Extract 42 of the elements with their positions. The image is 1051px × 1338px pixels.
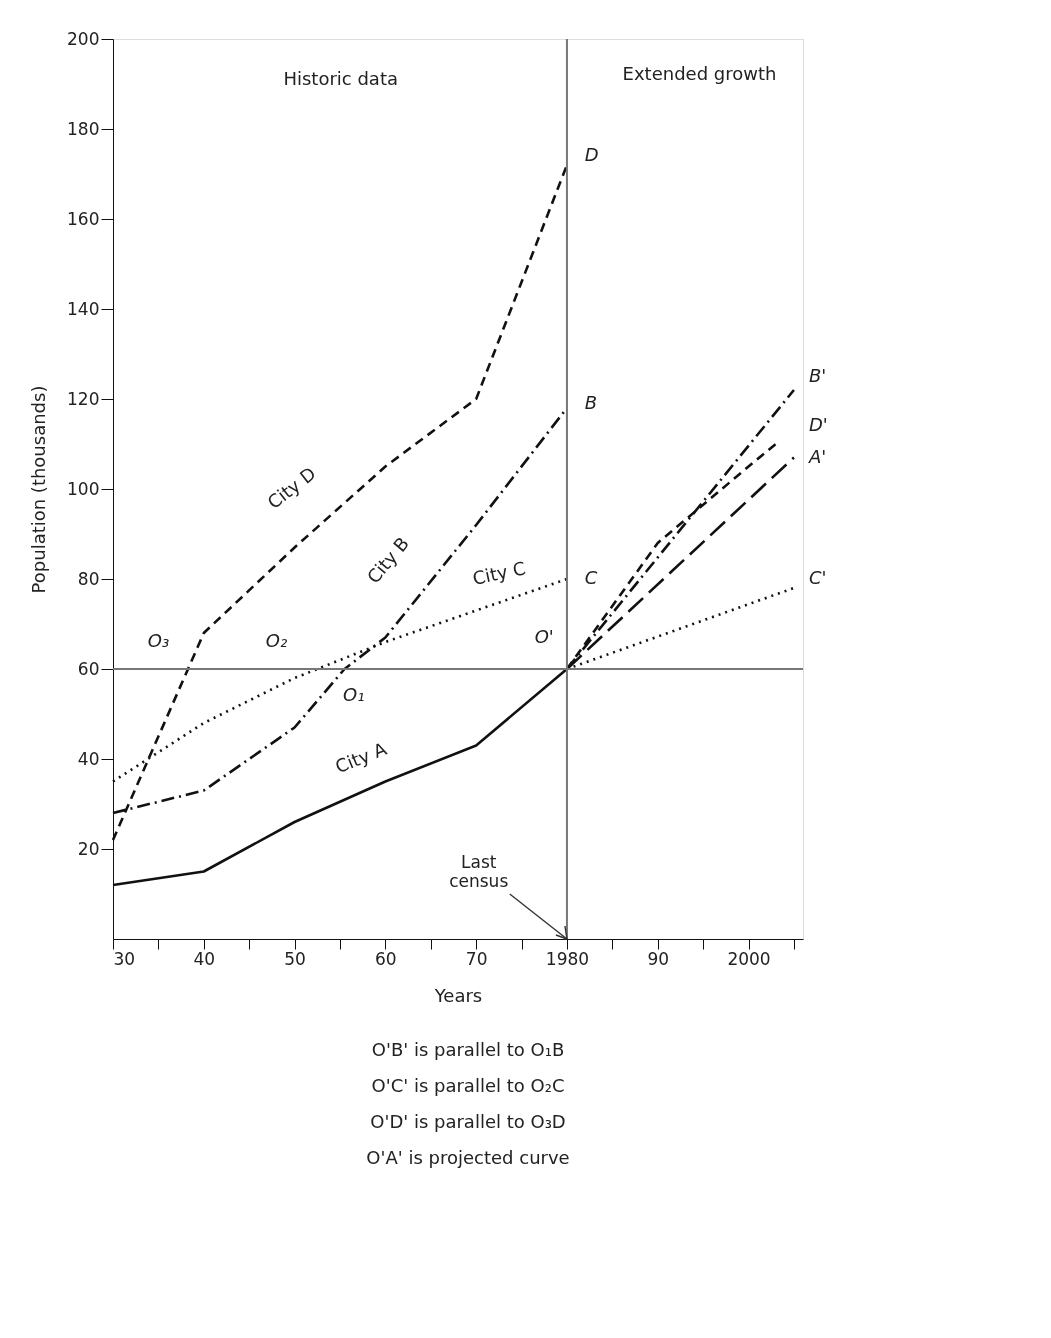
annotation: City B <box>362 532 414 588</box>
x-tick-label: 2000 <box>727 948 771 969</box>
x-tick-label: 70 <box>465 948 488 969</box>
text: C' <box>809 567 827 588</box>
text: O'D' is parallel to O₃D <box>370 1111 566 1132</box>
annotation: Last census <box>449 851 509 891</box>
x-axis-title: Years <box>433 984 483 1006</box>
annotation: O₃ <box>147 630 170 651</box>
text: D' <box>809 414 828 435</box>
x-tick-label: 30 <box>113 948 136 969</box>
y-tick-label: 100 <box>67 478 100 499</box>
text: A' <box>808 445 827 467</box>
x-tick-label: 90 <box>647 948 670 969</box>
annotation: City D <box>263 462 320 513</box>
annotation: B <box>584 391 598 413</box>
annotation: Extended growth <box>622 63 777 84</box>
text: O'C' is parallel to O₂C <box>371 1075 565 1096</box>
text: B' <box>809 364 827 386</box>
annotation: O₁ <box>343 684 365 705</box>
y-tick-label: 180 <box>67 118 100 139</box>
annotation: D <box>584 144 599 165</box>
annotation: O' <box>534 625 554 647</box>
y-tick-label: 200 <box>67 28 100 49</box>
x-tick-label: 1980 <box>545 948 590 969</box>
y-tick-label: 20 <box>77 838 100 859</box>
x-tick-label: 60 <box>375 948 397 969</box>
annotation: C <box>584 567 598 588</box>
y-tick-label: 140 <box>67 298 100 319</box>
text: O'B' is parallel to O₁B <box>371 1039 565 1060</box>
annotation: O₂ <box>265 630 288 651</box>
annotation: City C <box>470 557 528 589</box>
y-axis-title: Population (thousands) <box>28 385 50 594</box>
y-tick-label: 40 <box>77 748 100 769</box>
text: O'A' is projected curve <box>366 1147 570 1168</box>
annotation: City A <box>332 737 391 778</box>
y-tick-label: 160 <box>67 208 100 229</box>
y-tick-label: 120 <box>67 388 100 409</box>
y-tick-label: 80 <box>77 568 100 589</box>
annotation: Historic data <box>283 67 398 89</box>
x-tick-label: 40 <box>193 948 216 969</box>
y-tick-label: 60 <box>77 658 100 679</box>
x-tick-label: 50 <box>284 948 306 969</box>
